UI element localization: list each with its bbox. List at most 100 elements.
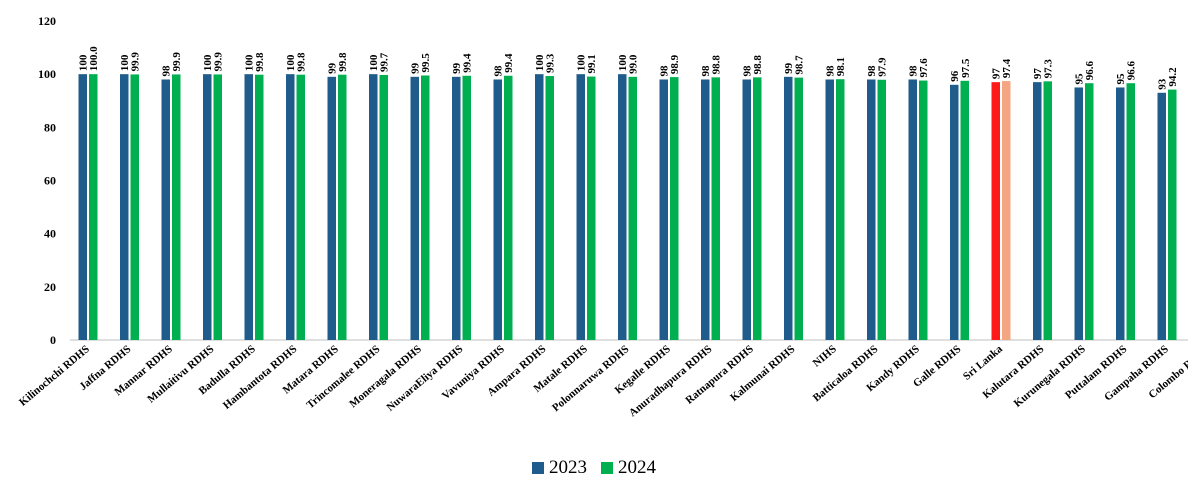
bar-2023-24 [1074,87,1083,340]
x-category-label: NuwaraEliya RDHS [384,343,465,414]
bar-2023-3 [203,74,212,341]
data-label-2024-2: 99.9 [171,52,183,72]
y-tick-label: 0 [50,333,56,347]
data-label-2023-16: 98 [742,65,754,77]
bar-2024-14 [670,77,679,341]
data-label-2024-26: 94.2 [1167,67,1179,87]
data-label-2024-22: 97.4 [1001,58,1013,78]
bar-2023-9 [452,76,461,340]
data-label-2023-23: 97 [1032,68,1044,80]
bar-2024-19 [877,79,886,340]
data-label-2024-23: 97.3 [1043,59,1055,79]
legend-item-2023: 2023 [532,457,587,479]
bar-2024-9 [462,75,471,341]
bar-2023-0 [78,74,87,341]
data-label-2024-19: 97.9 [877,57,889,77]
y-tick-label: 120 [38,14,56,28]
data-label-2023-26: 93 [1157,78,1169,90]
legend-label-2023: 2023 [549,457,587,478]
y-tick-label: 60 [44,174,56,188]
data-label-2024-7: 99.7 [379,52,391,72]
bar-2023-12 [576,74,585,341]
bar-2024-1 [130,74,139,341]
data-label-2023-11: 100 [534,54,546,71]
data-label-2024-24: 96.6 [1084,60,1096,80]
bar-2023-17 [784,76,793,340]
data-label-2023-15: 98 [700,65,712,77]
x-category-label: Moneragala RDHS [347,343,424,410]
data-label-2024-16: 98.8 [752,55,764,75]
data-label-2023-5: 100 [285,54,297,71]
bar-2023-10 [493,79,502,340]
bar-2024-13 [628,76,637,340]
bar-2024-18 [836,79,845,340]
bar-2024-20 [919,80,928,341]
bar-2024-17 [794,77,803,340]
y-tick-label: 100 [38,67,56,81]
bar-2023-11 [535,74,544,341]
data-label-2023-13: 100 [617,54,629,71]
x-category-label: Hambantota RDHS [221,343,300,412]
bar-2024-3 [213,74,222,341]
data-label-2024-3: 99.9 [213,52,225,72]
bar-2023-5 [286,74,295,341]
legend: 2023 2024 [0,456,1188,480]
data-label-2023-12: 100 [576,54,588,71]
y-tick-label: 40 [44,227,56,241]
y-tick-label: 20 [44,280,56,294]
legend-swatch-2023 [532,462,544,474]
data-label-2023-19: 98 [866,65,878,77]
data-label-2023-20: 98 [908,65,920,77]
data-label-2023-2: 98 [161,65,173,77]
data-label-2024-17: 98.7 [794,55,806,75]
bar-2023-16 [742,79,751,340]
data-label-2023-0: 100 [78,54,90,71]
legend-swatch-2024 [601,462,613,474]
data-label-2024-25: 96.6 [1126,60,1138,80]
bar-2024-25 [1126,83,1135,340]
data-label-2023-25: 95 [1115,73,1127,85]
data-label-2024-9: 99.4 [462,53,474,73]
x-category-label: Polonnaruwa RDHS [550,343,631,414]
bar-2023-26 [1157,92,1166,341]
bar-2024-7 [379,74,388,340]
bar-2024-23 [1043,81,1052,340]
data-label-2024-21: 97.5 [960,58,972,78]
bar-2023-20 [908,79,917,340]
data-label-2023-21: 96 [949,70,961,82]
bar-2023-2 [161,79,170,340]
data-label-2024-18: 98.1 [835,57,847,76]
data-label-2023-18: 98 [825,65,837,77]
bar-2024-15 [711,77,720,341]
data-label-2024-5: 99.8 [296,52,308,72]
x-category-label: Kilinochchi RDHS [17,343,92,409]
data-label-2023-6: 99 [327,62,339,74]
bar-2023-6 [327,76,336,340]
y-tick-label: 80 [44,120,56,134]
data-label-2023-8: 99 [410,62,422,74]
data-label-2024-8: 99.5 [420,53,432,73]
bar-2023-1 [120,74,129,341]
bar-2024-8 [421,75,430,340]
data-label-2024-13: 99.0 [628,54,640,74]
bar-2024-4 [255,74,264,340]
data-label-2024-4: 99.8 [254,52,266,72]
bar-2023-19 [867,79,876,340]
data-label-2024-20: 97.6 [918,58,930,78]
legend-item-2024: 2024 [601,457,656,479]
bar-2023-22 [991,82,1000,341]
bar-2024-24 [1085,83,1094,340]
bar-2024-12 [587,76,596,340]
bar-2024-6 [338,74,347,340]
data-label-2024-11: 99.3 [545,53,557,73]
data-label-2024-14: 98.9 [669,54,681,74]
bar-2023-23 [1033,82,1042,341]
data-label-2024-15: 98.8 [711,55,723,75]
bar-2023-14 [659,79,668,340]
data-label-2023-22: 97 [991,68,1003,80]
data-label-2024-12: 99.1 [586,54,598,73]
bar-2023-21 [950,84,959,340]
legend-label-2024: 2024 [618,457,656,478]
